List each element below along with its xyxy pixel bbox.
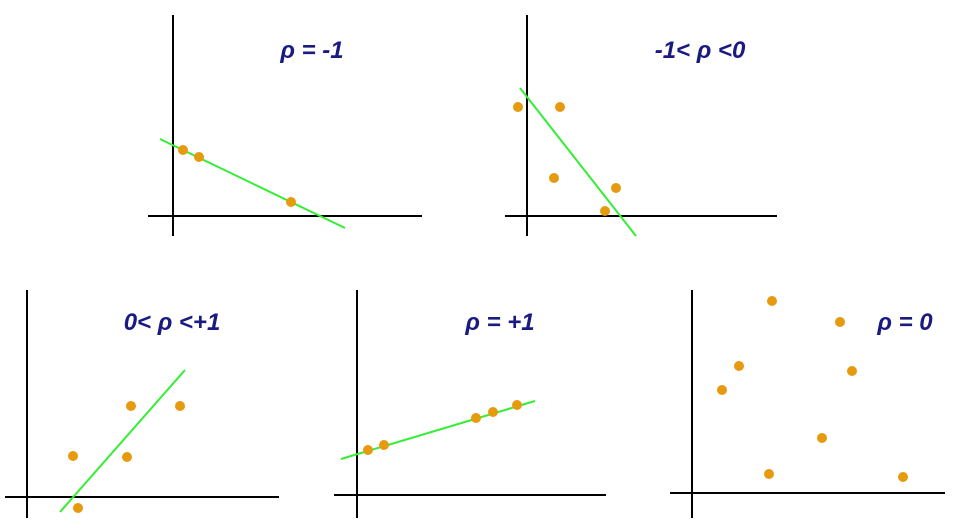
data-point [122,452,132,462]
data-point [717,385,727,395]
data-point [764,469,774,479]
panel-rho-plus-one: ρ = +1 [334,290,606,518]
panel-title: 0< ρ <+1 [124,309,221,336]
data-point [549,173,559,183]
data-point [126,401,136,411]
data-point [178,145,188,155]
trend-line [159,138,346,229]
data-point [286,197,296,207]
data-point [611,183,621,193]
data-point [835,317,845,327]
data-point [471,413,481,423]
data-point [600,206,610,216]
panel-rho-zero: ρ = 0 [670,290,945,518]
trend-line [340,400,536,460]
panel-title: ρ = +1 [464,309,534,336]
panel-rho-positive: 0< ρ <+1 [5,290,279,518]
data-point [734,361,744,371]
panel-title: -1< ρ <0 [655,37,746,64]
data-point [363,445,373,455]
data-point [898,472,908,482]
data-point [73,503,83,513]
panel-rho-minus-one: ρ = -1 [148,15,422,236]
panel-title: ρ = -1 [279,37,343,64]
data-point [767,296,777,306]
data-point [379,440,389,450]
data-point [555,102,565,112]
trend-line [59,369,186,513]
data-point [817,433,827,443]
data-point [488,407,498,417]
data-point [513,102,523,112]
data-point [847,366,857,376]
trend-line [519,87,637,237]
data-point [68,451,78,461]
data-point [194,152,204,162]
data-point [175,401,185,411]
panel-title: ρ = 0 [876,309,933,336]
data-point [512,400,522,410]
panel-rho-negative: -1< ρ <0 [505,15,777,237]
